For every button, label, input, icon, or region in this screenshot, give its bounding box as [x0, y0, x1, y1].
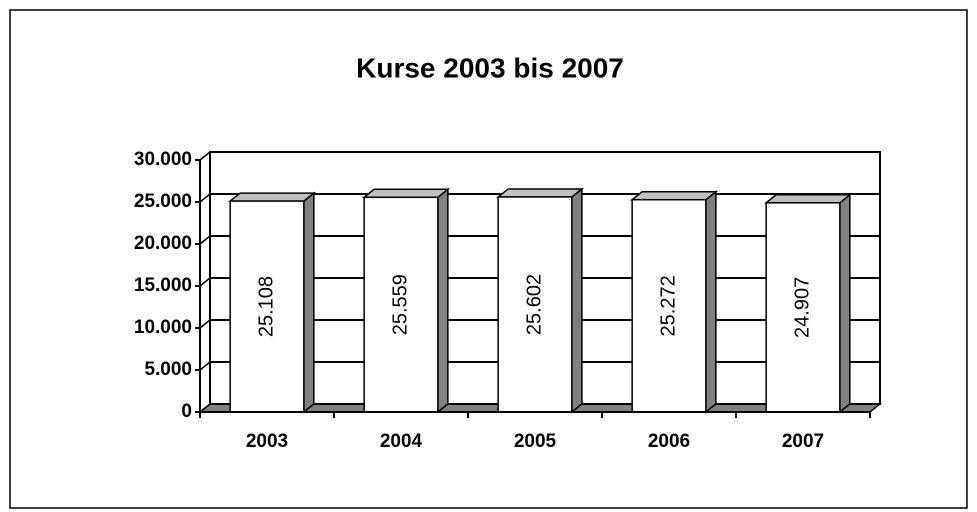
grid-line	[199, 277, 211, 287]
y-tick-label: 25.000	[134, 191, 192, 212]
bar-top	[362, 188, 450, 199]
bar-side	[303, 191, 315, 414]
bar-front	[765, 202, 841, 413]
bar-front	[229, 200, 305, 413]
data-label: 24.907	[791, 277, 813, 338]
y-tick-label: 20.000	[134, 233, 192, 254]
bar-top	[764, 194, 852, 204]
grid-line	[199, 151, 211, 161]
x-tick-label: 2005	[514, 431, 557, 452]
data-label: 25.272	[657, 275, 679, 336]
data-label: 25.108	[255, 276, 277, 337]
grid-line	[199, 193, 211, 203]
bar-top	[228, 192, 316, 202]
x-tick-label: 2007	[782, 431, 824, 452]
grid-line	[199, 235, 211, 245]
grid-line	[199, 319, 211, 329]
bar-side	[705, 190, 717, 414]
x-tick-label: 2003	[246, 431, 288, 452]
data-label: 25.559	[389, 274, 411, 335]
y-tick-label: 15.000	[134, 275, 192, 296]
chart-title: Kurse 2003 bis 2007	[356, 52, 624, 83]
grid-line	[199, 361, 211, 371]
bar: 25.272	[630, 190, 718, 414]
y-tick-label: 30.000	[134, 149, 192, 170]
y-tick-label: 10.000	[134, 317, 192, 338]
bar: 25.108	[228, 191, 316, 414]
bar: 25.559	[362, 187, 450, 414]
bar-top	[630, 190, 718, 201]
y-tick-label: 5.000	[144, 359, 192, 380]
bar-side	[571, 187, 583, 414]
y-tick-label: 0	[181, 401, 192, 422]
x-tick-label: 2006	[648, 431, 690, 452]
bar: 24.907	[764, 193, 852, 414]
x-tick-label: 2004	[380, 431, 423, 452]
bar: 25.602	[496, 187, 584, 414]
bar-side	[839, 193, 851, 414]
bar-top	[496, 188, 584, 198]
bar-front	[363, 196, 439, 413]
bar-front	[497, 196, 573, 413]
grid-line	[199, 403, 211, 413]
data-label: 25.602	[523, 274, 545, 335]
bar-side	[437, 187, 449, 414]
